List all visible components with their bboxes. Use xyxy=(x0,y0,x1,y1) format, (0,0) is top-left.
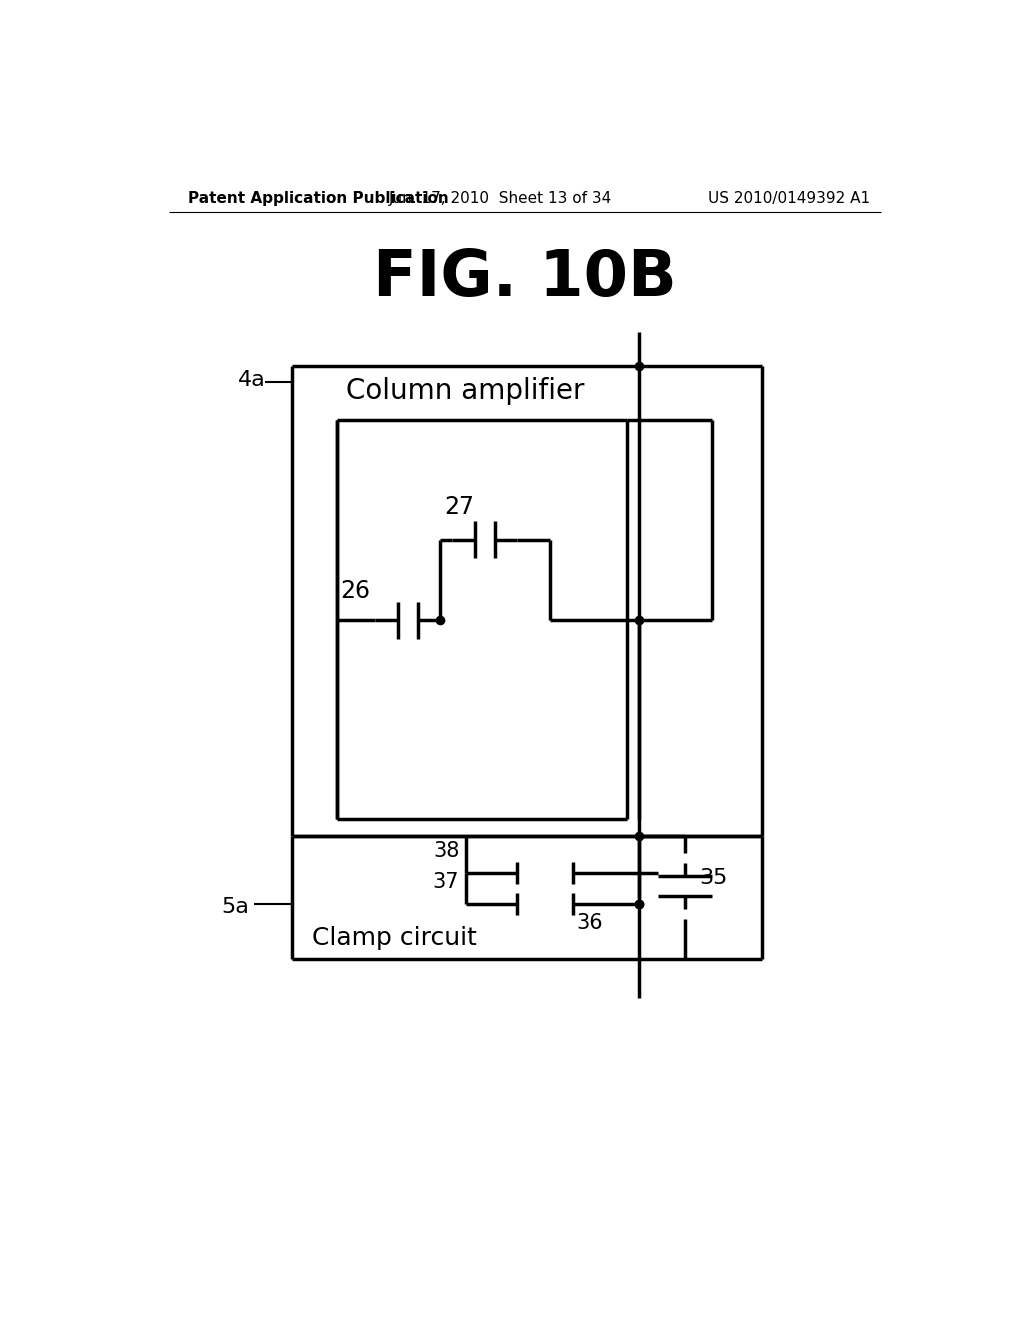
Text: US 2010/0149392 A1: US 2010/0149392 A1 xyxy=(708,191,869,206)
Text: 26: 26 xyxy=(340,579,370,603)
Text: 37: 37 xyxy=(433,873,460,892)
Text: 36: 36 xyxy=(577,913,603,933)
Text: Column amplifier: Column amplifier xyxy=(346,378,585,405)
Text: 35: 35 xyxy=(698,869,727,888)
Text: Jun. 17, 2010  Sheet 13 of 34: Jun. 17, 2010 Sheet 13 of 34 xyxy=(388,191,611,206)
Text: 38: 38 xyxy=(433,841,460,862)
Text: 5a: 5a xyxy=(221,896,249,917)
Text: FIG. 10B: FIG. 10B xyxy=(373,247,677,309)
Text: 27: 27 xyxy=(444,495,475,519)
Text: 4a: 4a xyxy=(239,370,266,391)
Text: Patent Application Publication: Patent Application Publication xyxy=(188,191,450,206)
Text: Clamp circuit: Clamp circuit xyxy=(311,925,476,949)
